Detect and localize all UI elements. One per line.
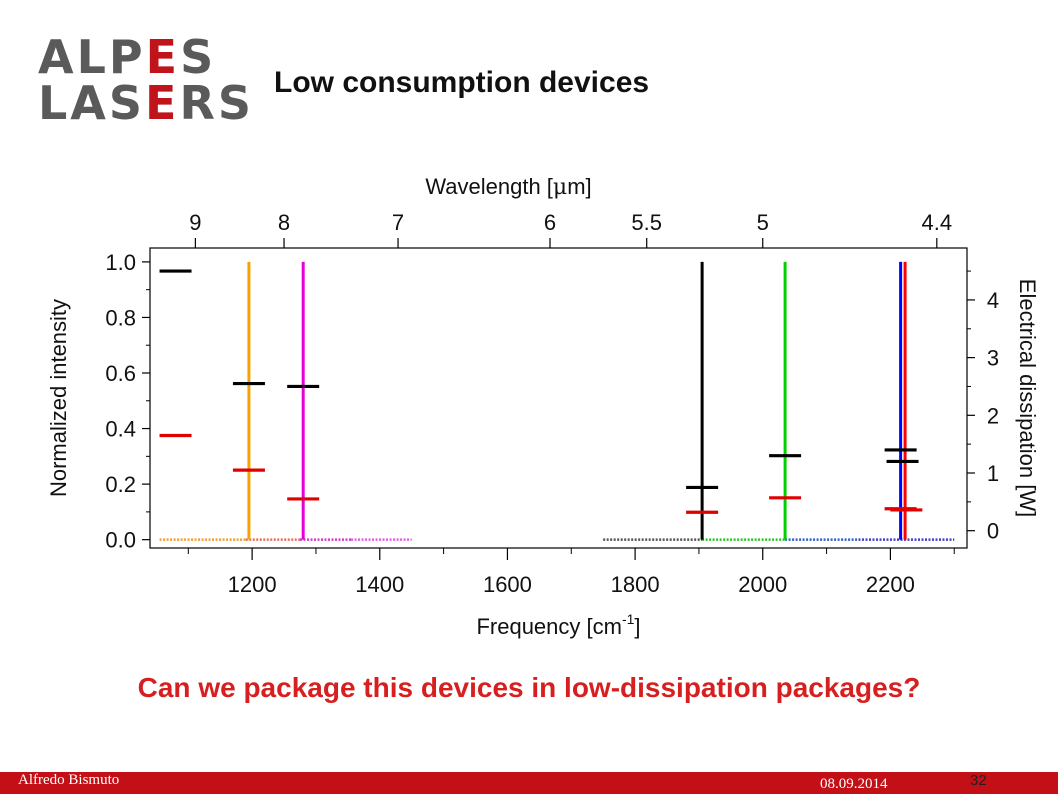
top-axis-label-unit: m] (567, 174, 591, 199)
x-tick-label: 2200 (866, 572, 915, 597)
top-tick-label: 5.5 (631, 210, 662, 235)
y-left-tick-label: 0.0 (105, 528, 136, 553)
y-right-tick-label: 4 (987, 288, 999, 313)
logo-line-2: LASERS (38, 80, 254, 126)
top-axis-label: Wavelength [μm] (425, 174, 591, 200)
slide-title: Low consumption devices (274, 66, 650, 99)
logo-text: RS (179, 76, 255, 130)
top-tick-label: 8 (278, 210, 290, 235)
plot-frame (149, 247, 968, 549)
top-tick-label: 7 (392, 210, 404, 235)
top-tick-label: 6 (544, 210, 556, 235)
top-tick-label: 5 (757, 210, 769, 235)
x-tick-label: 1200 (228, 572, 277, 597)
footer-date: 08.09.2014 (820, 776, 888, 792)
y-right-tick-label: 3 (987, 346, 999, 371)
footer-author: Alfredo Bismuto (18, 772, 120, 788)
y-left-tick-label: 0.4 (105, 417, 136, 442)
logo-line-1: ALPES (38, 34, 216, 80)
y-right-axis-label: Electrical dissipation [W] (1015, 279, 1040, 517)
x-tick-label: 1600 (483, 572, 532, 597)
y-right-tick-label: 0 (987, 519, 999, 544)
x-axis-label: Frequency [cm-1] (476, 611, 640, 639)
x-axis-label-superscript: -1 (622, 611, 635, 627)
x-tick-label: 1800 (611, 572, 660, 597)
y-right-tick-label: 1 (987, 461, 999, 486)
y-left-tick-label: 1.0 (105, 250, 136, 275)
logo-text: ALP (38, 30, 146, 84)
top-tick-label: 9 (189, 210, 201, 235)
y-left-axis-label: Normalized intensity (46, 299, 71, 497)
y-right-tick-label: 2 (987, 403, 999, 428)
x-tick-label: 1400 (355, 572, 404, 597)
top-axis-label-mu: μ (553, 175, 567, 200)
footer-bar (0, 772, 1058, 794)
frequency-dissipation-chart: 1200 1400 1600 1800 2000 2200 Frequency [cm-1]… (46, 174, 1040, 639)
logo-text: LAS (38, 76, 146, 130)
y-left-tick-label: 0.2 (105, 472, 136, 497)
logo-accent-letter: E (145, 30, 181, 84)
x-tick-label: 2000 (738, 572, 787, 597)
logo-accent-letter: E (145, 76, 180, 130)
top-axis-label-text: Wavelength [ (425, 174, 553, 199)
y-left-tick-label: 0.8 (105, 305, 136, 330)
y-left-tick-label: 0.6 (105, 361, 136, 386)
alpes-lasers-logo: ALPES LASERS (38, 30, 251, 126)
page-number: 32 (970, 772, 987, 789)
logo-text: S (180, 30, 217, 84)
top-tick-label: 4.4 (922, 210, 953, 235)
x-axis-label-bracket: ] (634, 614, 640, 639)
question-text: Can we package this devices in low-dissi… (137, 672, 921, 703)
x-axis-label-text: Frequency [cm (476, 614, 622, 639)
